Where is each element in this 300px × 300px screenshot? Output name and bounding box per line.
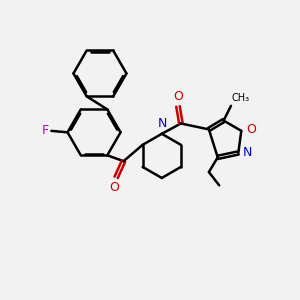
Text: N: N [158, 117, 167, 130]
Text: O: O [110, 181, 120, 194]
Text: F: F [42, 124, 49, 137]
Text: N: N [243, 146, 252, 159]
Text: CH₃: CH₃ [232, 93, 250, 103]
Text: O: O [246, 123, 256, 136]
Text: O: O [173, 90, 183, 103]
